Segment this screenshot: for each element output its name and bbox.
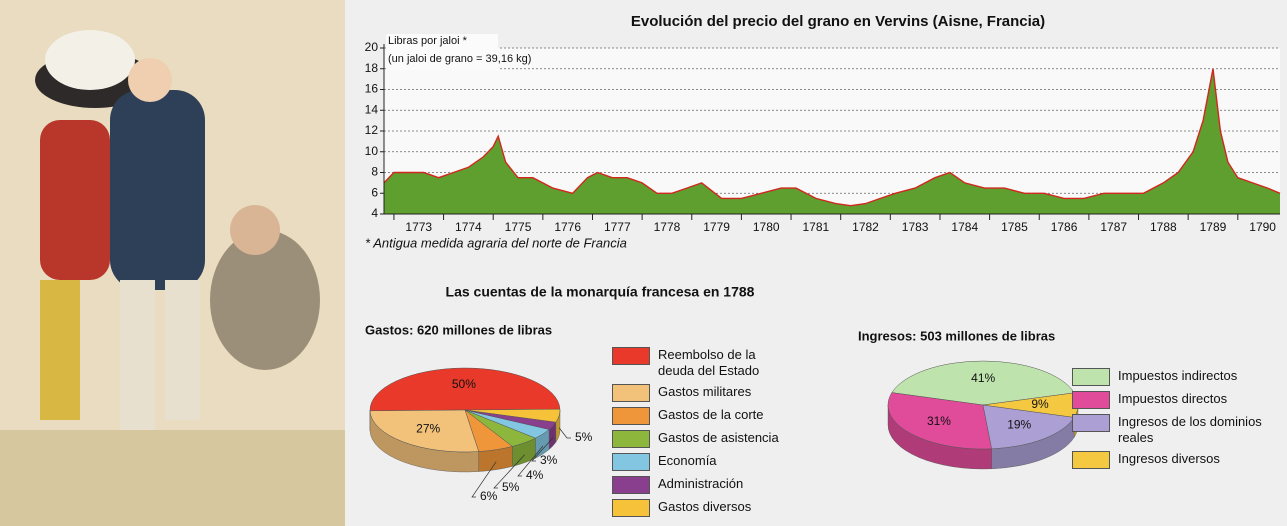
x-tick-label: 1786 [1051,220,1078,234]
legend-item: Gastos de asistencia [612,430,792,448]
legend-item: Administración [612,476,792,494]
x-tick-label: 1789 [1200,220,1227,234]
illustration [0,0,345,526]
legend-item: Gastos diversos [612,499,792,517]
y-tick-label: 4 [371,206,378,220]
pie-slice [982,404,1075,450]
y-label-box [386,34,498,70]
legend-item: Impuestos directos [1072,391,1262,409]
footnote: * Antigua medida agraria del norte de Fr… [365,235,627,250]
y-tick-label: 14 [365,102,379,116]
legend-label: Impuestos indirectos [1118,368,1238,383]
x-tick-label: 1774 [455,220,482,234]
leader-line [517,445,544,477]
value-label: 5% [575,430,593,444]
value-label: 31% [927,414,951,428]
legend-item: Economía [612,453,792,471]
x-tick-label: 1778 [654,220,681,234]
x-tick-label: 1784 [951,220,978,234]
legend-label: Gastos de la corte [658,407,764,422]
leader-line [531,437,554,462]
x-tick-label: 1782 [852,220,879,234]
x-tick-label: 1775 [505,220,532,234]
legend-label: Administración [658,476,744,491]
legend-label: Ingresos de los dominios reales [1118,414,1262,445]
y-tick-label: 16 [365,82,379,96]
x-tick-label: 1773 [405,220,432,234]
y-tick-label: 8 [371,165,378,179]
leader-line [493,454,525,489]
pie-slice [369,409,480,453]
legend-label: Gastos diversos [658,499,752,514]
legend-item: Gastos de la corte [612,407,792,425]
pie: 41% 31% 19%9% [887,360,1079,470]
legend-item: Reembolso de la deuda del Estado [612,347,792,379]
y-tick-label: 18 [365,61,379,75]
y-tick-label: 12 [365,123,379,137]
x-tick-label: 1780 [753,220,780,234]
pie-slice [887,392,992,450]
x-tick-label: 1776 [554,220,581,234]
value-label: 3% [540,453,558,467]
legend-label: Gastos de asistencia [658,430,779,445]
pie: 50% 27% 6% 5% 4%3% 5% [369,367,593,503]
y-label: Libras por jaloi * [388,35,468,47]
legend-item: Gastos militares [612,384,792,402]
pie-slice [464,408,561,423]
legend-swatch [1072,368,1110,386]
line [383,68,1281,207]
pie-slice [369,367,561,412]
value-label: 4% [526,468,544,482]
legend-swatch [612,430,650,448]
legend-swatch [1072,391,1110,409]
legend-item: Ingresos de los dominios reales [1072,414,1262,446]
legend-label: Impuestos directos [1118,391,1228,406]
legend-swatch [612,407,650,425]
y-tick-label: 6 [371,185,378,199]
legend-label: Reembolso de la deuda del Estado [658,347,760,378]
pie-slice [891,360,1075,406]
leader-line [558,427,571,439]
legend-label: Ingresos diversos [1118,451,1220,466]
legend-swatch [612,384,650,402]
x-tick-label: 1783 [902,220,929,234]
value-label: 27% [416,421,440,435]
x-tick-label: 1785 [1001,220,1028,234]
value-label: 50% [452,377,476,391]
legend-label: Economía [658,453,717,468]
y-tick-label: 20 [365,40,379,54]
value-label: 9% [1031,397,1049,411]
legend-label: Gastos militares [658,384,752,399]
value-label: 41% [971,371,995,385]
area-title: Evolución del precio del grano en Vervin… [631,13,1045,30]
legend-swatch [1072,414,1110,432]
value-label: 5% [502,480,520,494]
legend-swatch [612,347,650,365]
legend-swatch [612,499,650,517]
value-label: 6% [480,489,498,503]
legend: Reembolso de la deuda del Estado Gastos m… [612,347,792,522]
x-tick-label: 1779 [703,220,730,234]
x-tick-label: 1790 [1249,220,1276,234]
x-tick-label: 1781 [803,220,830,234]
area [384,68,1280,214]
value-label: 19% [1007,418,1031,432]
x-tick-label: 1787 [1100,220,1127,234]
y-tick-label: 10 [365,144,379,158]
legend-swatch [612,453,650,471]
leader-line [471,461,497,498]
legend-item: Ingresos diversos [1072,451,1262,469]
x-tick-label: 1777 [604,220,631,234]
section-title: Las cuentas de la monarquía francesa en … [446,284,755,300]
x-tick-label: 1788 [1150,220,1177,234]
legend-swatch [1072,451,1110,469]
pie-title: Ingresos: 503 millones de libras [858,328,1055,343]
pie-title: Gastos: 620 millones de libras [365,322,552,337]
legend-swatch [612,476,650,494]
y-label-note: (un jaloi de grano = 39,16 kg) [388,53,531,65]
legend-item: Impuestos indirectos [1072,368,1262,386]
legend: Impuestos indirectos Impuestos directos In… [1072,368,1262,474]
